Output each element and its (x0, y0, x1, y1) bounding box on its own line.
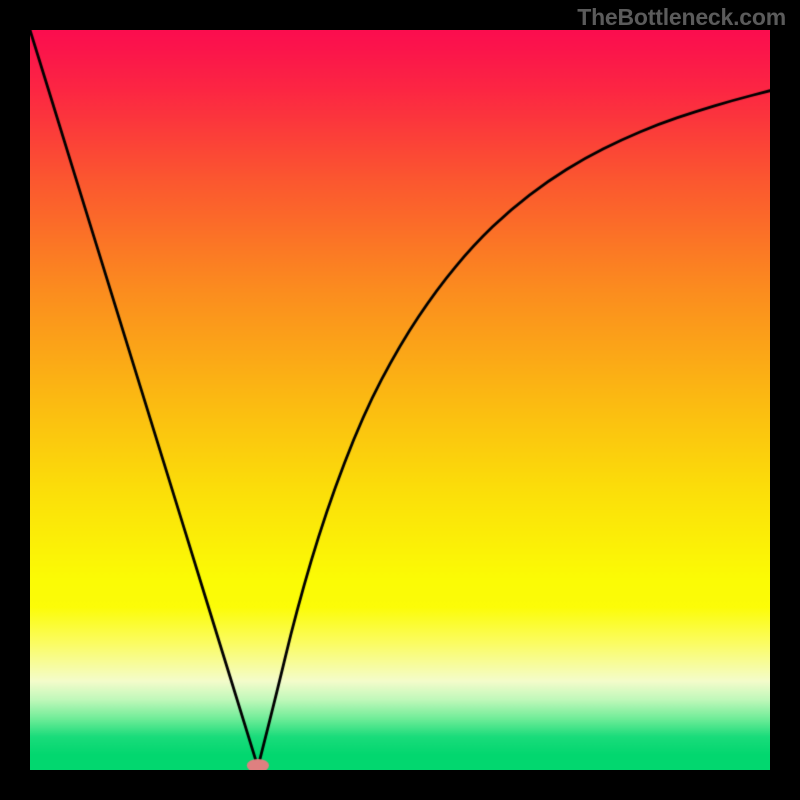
chart-frame: TheBottleneck.com (0, 0, 800, 800)
watermark-text: TheBottleneck.com (577, 4, 786, 31)
plot-area (30, 30, 770, 770)
chart-canvas (30, 30, 770, 770)
